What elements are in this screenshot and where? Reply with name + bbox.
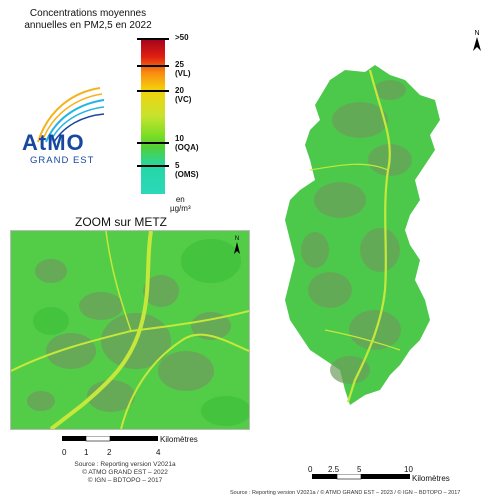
main-scale-tick: 2.5 [328,465,340,474]
zoom-north-arrow-icon: N [234,236,240,254]
tick-line-25 [137,65,169,67]
tick-label-25: 25 (VL) [175,60,191,78]
legend-title: Concentrations moyennes annuelles en PM2… [24,8,152,31]
tick-line-10 [137,142,169,144]
zoom-title: ZOOM sur METZ [75,215,167,229]
zoom-scale-bar [62,436,158,442]
tick-label-20: 20 (VC) [175,86,192,104]
main-scale-bar [312,474,410,480]
zoom-source: Source : Reporting version V2021a © ATMO… [74,461,176,484]
zoom-scale-tick: 1 [84,448,89,457]
tick-label-50: >50 [175,33,189,42]
logo-main-text: AtMO [22,130,85,155]
legend-unit: en µg/m³ [170,195,191,213]
tick-line-50 [137,38,169,40]
main-map [285,65,440,405]
footer-source: Source : Reporting version V2021a / © AT… [230,490,461,496]
main-scale-tick: 10 [404,465,413,474]
zoom-scale-tick: 2 [107,448,112,457]
main-scale-label: Kilomètres [412,474,450,483]
main-north-arrow-icon: N [473,30,481,51]
tick-label-5: 5 (OMS) [175,161,199,179]
metz-zoom-map [10,230,250,430]
tick-label-10: 10 (OQA) [175,134,199,152]
main-scale-tick: 0 [308,465,313,474]
atmo-logo [37,87,105,143]
svg-text:N: N [235,236,239,242]
logo-sub-text: GRAND EST [30,155,95,166]
tick-line-5 [137,165,169,167]
zoom-scale-tick: 0 [62,448,67,457]
main-scale-tick: 5 [357,465,362,474]
tick-line-20 [137,90,169,92]
svg-text:N: N [474,30,479,37]
zoom-scale-label: Kilomètres [160,435,198,444]
concentration-colorbar [141,38,165,194]
zoom-scale-tick: 4 [156,448,161,457]
